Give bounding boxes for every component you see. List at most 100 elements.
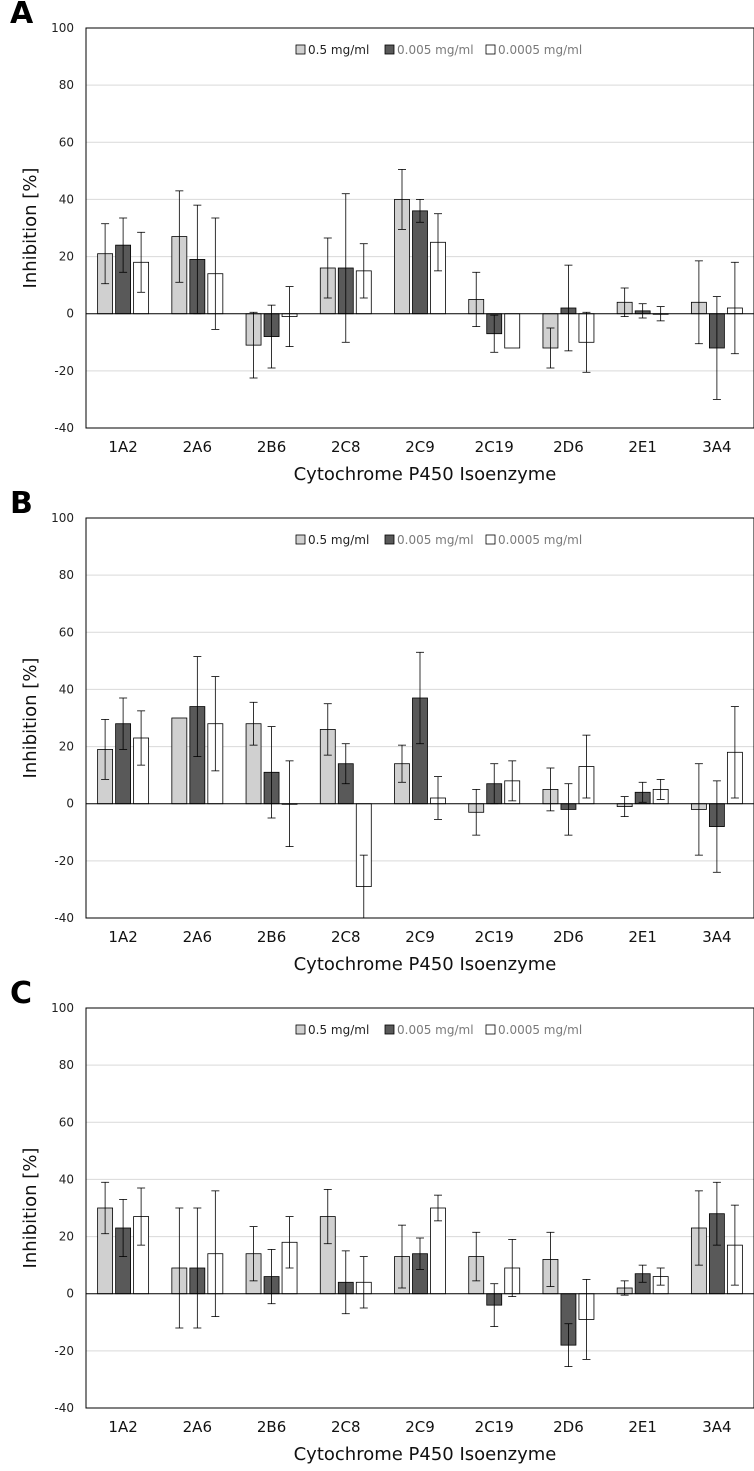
error-bar <box>416 651 424 745</box>
bar <box>171 717 188 805</box>
y-tick-label: -40 <box>54 421 74 435</box>
bar <box>412 210 428 315</box>
error-bar <box>249 311 258 379</box>
x-axis-title: Cytochrome P450 Isoenzyme <box>294 1444 557 1465</box>
chart-panel-b: -40 -20 0 20 40 60 80 100 Inhibition [%] 1A2 2A6 2B… <box>0 486 754 980</box>
error-bar <box>137 231 146 293</box>
error-bar <box>323 1189 332 1245</box>
plot-frame <box>85 517 754 919</box>
error-bar <box>434 1194 442 1222</box>
legend-label: 0.005 mg/ml <box>397 1023 474 1037</box>
bar <box>504 313 521 349</box>
panel-label: C <box>10 976 33 1011</box>
y-tick-label: -40 <box>54 1401 74 1415</box>
y-tick-label: 60 <box>59 135 74 149</box>
y-tick-label: 100 <box>51 511 74 525</box>
legend-item: 0.0005 mg/ml <box>485 1023 582 1037</box>
legend-swatch <box>295 1024 306 1035</box>
x-tick-label: 2A6 <box>183 438 212 456</box>
error-bar <box>582 1279 591 1360</box>
error-bar <box>638 303 647 319</box>
legend-label: 0.005 mg/ml <box>397 533 474 547</box>
error-bar <box>101 1181 110 1235</box>
error-bar <box>472 789 481 836</box>
error-bar <box>564 783 573 836</box>
x-tick-label: 1A2 <box>108 928 137 946</box>
legend-item: 0.005 mg/ml <box>384 533 474 547</box>
x-tick-label: 1A2 <box>108 438 137 456</box>
y-tick-label: 60 <box>59 1115 74 1129</box>
error-bar <box>323 703 332 756</box>
error-bar <box>416 199 424 223</box>
error-bar <box>101 719 110 780</box>
legend-item: 0.5 mg/ml <box>295 43 369 57</box>
x-tick-label: 2C19 <box>475 928 514 946</box>
x-tick-label: 2B6 <box>257 438 286 456</box>
error-bar <box>211 676 220 772</box>
legend-item: 0.0005 mg/ml <box>485 43 582 57</box>
x-tick-label: 2E1 <box>628 1418 657 1436</box>
y-tick-label: 20 <box>59 740 74 754</box>
legend-label: 0.0005 mg/ml <box>498 533 582 547</box>
legend-swatch <box>384 534 395 545</box>
error-bar <box>211 1190 220 1317</box>
legend-label: 0.005 mg/ml <box>397 43 474 57</box>
error-bar <box>285 286 294 347</box>
error-bar <box>694 260 703 345</box>
error-bar <box>119 697 128 750</box>
x-tick-label: 2E1 <box>628 928 657 946</box>
y-tick-label: 20 <box>59 250 74 264</box>
x-tick-label: 2B6 <box>257 1418 286 1436</box>
chart-panel-a: -40 -20 0 20 40 60 80 100 Inhibition [%] 1A2 2A6 2B… <box>0 0 754 490</box>
error-bar <box>359 1256 368 1309</box>
legend-item: 0.5 mg/ml <box>295 533 369 547</box>
error-bar <box>193 656 202 757</box>
legend-label: 0.0005 mg/ml <box>498 1023 582 1037</box>
error-bar <box>656 1267 665 1286</box>
y-tick-label: 80 <box>59 568 74 582</box>
error-bar <box>341 1250 350 1315</box>
legend-item: 0.005 mg/ml <box>384 1023 474 1037</box>
legend-swatch <box>295 44 306 55</box>
y-tick-label: 0 <box>66 797 74 811</box>
x-tick-label: 2A6 <box>183 1418 212 1436</box>
error-bar <box>472 1231 481 1282</box>
x-tick-label: 3A4 <box>702 438 731 456</box>
legend-swatch <box>295 534 306 545</box>
error-bar <box>267 1249 276 1305</box>
error-bar <box>508 1239 517 1297</box>
error-bar <box>508 760 517 802</box>
chart-svg: -40 -20 0 20 40 60 80 100 Inhibition [%] 1A2 2A6 2B… <box>20 1001 754 1465</box>
y-axis-title: Inhibition [%] <box>20 658 41 779</box>
error-bar <box>175 190 184 283</box>
x-tick-label: 1A2 <box>108 1418 137 1436</box>
chart-panel-c: -40 -20 0 20 40 60 80 100 Inhibition [%] 1A2 2A6 2B… <box>0 976 754 1470</box>
chart-svg: -40 -20 0 20 40 60 80 100 Inhibition [%] 1A2 2A6 2B… <box>20 21 754 485</box>
error-bar <box>285 1216 294 1269</box>
error-bar <box>546 1231 555 1287</box>
error-bar <box>712 780 721 873</box>
legend-item: 0.5 mg/ml <box>295 1023 369 1037</box>
error-bar <box>620 1280 629 1296</box>
error-bar <box>101 223 110 285</box>
legend-label: 0.5 mg/ml <box>308 1023 369 1037</box>
y-axis-title: Inhibition [%] <box>20 1148 41 1269</box>
y-tick-label: 80 <box>59 1058 74 1072</box>
error-bar <box>656 779 665 800</box>
x-tick-label: 2E1 <box>628 438 657 456</box>
x-tick-label: 2D6 <box>553 1418 584 1436</box>
error-bar <box>620 796 629 817</box>
error-bar <box>730 261 739 355</box>
legend-swatch <box>485 1024 496 1035</box>
y-axis-title: Inhibition [%] <box>20 168 41 289</box>
x-tick-label: 3A4 <box>702 1418 731 1436</box>
y-tick-label: -20 <box>54 364 74 378</box>
error-bar <box>564 264 573 352</box>
error-bar <box>730 706 739 799</box>
x-tick-label: 2C19 <box>475 438 514 456</box>
error-bar <box>211 217 220 330</box>
error-bar <box>193 1207 202 1329</box>
y-tick-label: 0 <box>66 307 74 321</box>
error-bar <box>119 1199 128 1257</box>
y-tick-label: -40 <box>54 911 74 925</box>
